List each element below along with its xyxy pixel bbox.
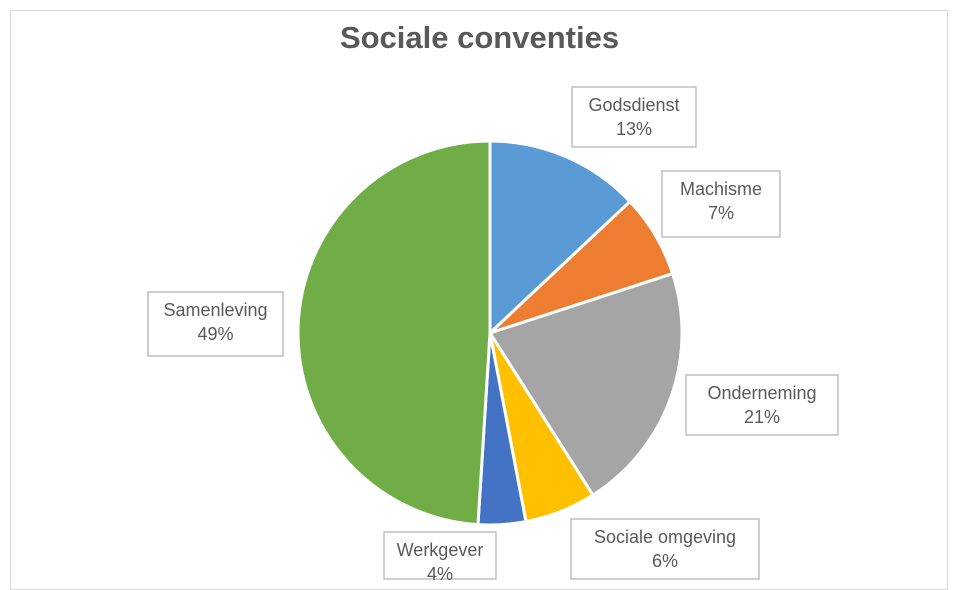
data-label-category: Onderneming <box>707 383 816 403</box>
data-label-box <box>570 518 760 580</box>
data-label-onderneming: Onderneming 21% <box>685 374 839 436</box>
data-label-category: Godsdienst <box>588 95 679 115</box>
data-label-box <box>661 170 781 238</box>
data-label-value: 4% <box>427 564 453 580</box>
data-label-machisme: Machisme 7% <box>661 170 781 238</box>
data-label-box <box>685 374 839 436</box>
data-label-box <box>571 86 697 148</box>
data-label-value: 21% <box>744 407 780 427</box>
pie-slices <box>296 139 684 527</box>
data-label-box <box>147 291 284 357</box>
data-label-value: 13% <box>616 119 652 139</box>
data-label-value: 49% <box>197 324 233 344</box>
pie-slice-godsdienst <box>488 139 633 337</box>
data-label-category: Sociale omgeving <box>594 527 736 547</box>
data-label-value: 6% <box>652 551 678 571</box>
data-label-samenleving: Samenleving 49% <box>147 291 284 357</box>
data-label-sociale-omgeving: Sociale omgeving 6% <box>570 518 760 580</box>
pie-data-labels: Godsdienst 13% Machisme 7% Onderneming 21% Soc… <box>147 86 839 580</box>
data-label-box <box>383 531 497 580</box>
data-label-godsdienst: Godsdienst 13% <box>571 86 697 148</box>
data-label-werkgever: Werkgever 4% <box>383 531 497 580</box>
data-label-category: Samenleving <box>163 300 267 320</box>
data-label-value: 7% <box>708 203 734 223</box>
chart-title: Sociale conventies <box>339 20 620 55</box>
pie-slice-samenleving <box>296 139 492 527</box>
data-label-category: Machisme <box>680 179 762 199</box>
pie-slice-onderneming <box>487 271 684 498</box>
data-label-category: Werkgever <box>397 540 484 560</box>
